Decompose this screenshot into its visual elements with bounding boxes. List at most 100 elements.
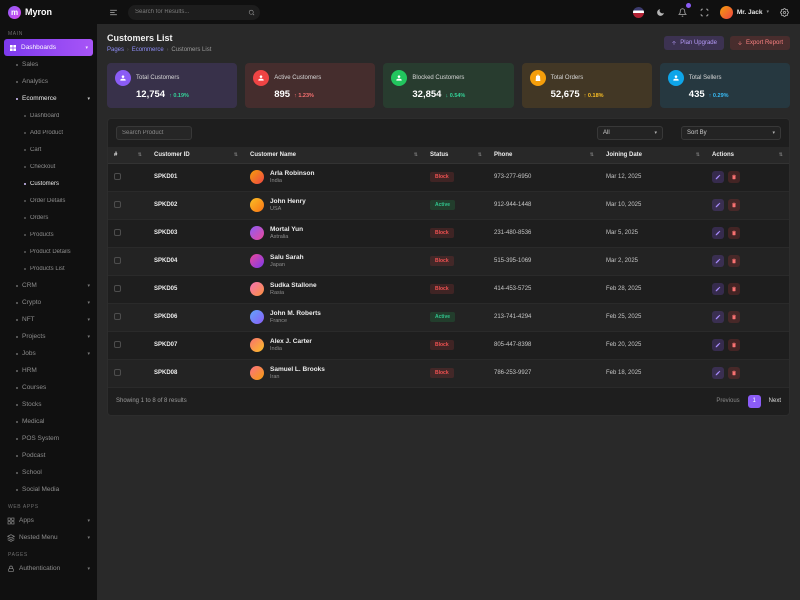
sidebar-item-authentication[interactable]: Authentication ▾ (0, 560, 97, 577)
row-checkbox[interactable] (114, 173, 121, 181)
col-customer-name[interactable]: Customer Name ⇅ (244, 147, 424, 164)
sidebar-item-nested-menu[interactable]: Nested Menu ▾ (0, 529, 97, 546)
sidebar-item-add-product[interactable]: Add Product (0, 124, 97, 141)
edit-button[interactable] (712, 283, 724, 295)
row-checkbox[interactable] (114, 229, 121, 237)
delete-button[interactable] (728, 283, 740, 295)
row-checkbox[interactable] (114, 341, 121, 349)
export-report-button[interactable]: Export Report (729, 36, 790, 50)
customer-name: Sudka Stallone (270, 282, 317, 289)
sidebar-item-nft[interactable]: NFT ▾ (0, 311, 97, 328)
sidebar-item-pos-system[interactable]: POS System (0, 430, 97, 447)
col-phone[interactable]: Phone ⇅ (488, 147, 600, 164)
logo[interactable]: m Myron (0, 0, 97, 24)
sort-by-dropdown[interactable]: Sort By ▾ (681, 126, 781, 140)
row-checkbox[interactable] (114, 257, 121, 265)
edit-button[interactable] (712, 199, 724, 211)
menu-toggle-button[interactable] (106, 5, 120, 19)
sidebar-item-courses[interactable]: Courses (0, 379, 97, 396)
phone: 786-253-9927 (488, 359, 600, 388)
sidebar-item-customers[interactable]: Customers (0, 175, 97, 192)
col-index[interactable]: # ⇅ (108, 147, 148, 164)
status-badge: Block (430, 368, 454, 378)
sidebar-item-crm[interactable]: CRM ▾ (0, 277, 97, 294)
sidebar-item-hrm[interactable]: HRM (0, 362, 97, 379)
plan-upgrade-button[interactable]: Plan Upgrade (664, 36, 724, 50)
delete-button[interactable] (728, 171, 740, 183)
sidebar-item-projects[interactable]: Projects ▾ (0, 328, 97, 345)
search-icon[interactable] (246, 7, 257, 18)
language-flag-button[interactable] (632, 5, 646, 19)
col-status[interactable]: Status ⇅ (424, 147, 488, 164)
breadcrumb-ecommerce[interactable]: Ecommerce (131, 47, 164, 53)
customer-id: SPKD07 (148, 331, 244, 360)
row-checkbox[interactable] (114, 369, 121, 377)
sidebar-item-sales[interactable]: Sales (0, 56, 97, 73)
sidebar-item-stocks[interactable]: Stocks (0, 396, 97, 413)
delete-button[interactable] (728, 339, 740, 351)
breadcrumb-pages[interactable]: Pages (107, 47, 125, 53)
trash-icon (732, 342, 736, 348)
delete-button[interactable] (728, 367, 740, 379)
sidebar-item-medical[interactable]: Medical (0, 413, 97, 430)
customer-id: SPKD08 (148, 359, 244, 388)
row-checkbox[interactable] (114, 313, 121, 321)
sidebar-item-ecommerce[interactable]: Ecommerce ▾ (0, 90, 97, 107)
sidebar-item-analytics[interactable]: Analytics (0, 73, 97, 90)
delete-button[interactable] (728, 227, 740, 239)
col-actions[interactable]: Actions ⇅ (706, 147, 789, 164)
sidebar-item-products-list[interactable]: Products List (0, 260, 97, 277)
table-row: SPKD02 John Henry USA Active 912-944-1448… (108, 191, 789, 220)
settings-button[interactable] (777, 5, 791, 19)
sidebar-item-checkout[interactable]: Checkout (0, 158, 97, 175)
edit-button[interactable] (712, 311, 724, 323)
next-page-button[interactable]: Next (768, 398, 781, 404)
edit-button[interactable] (712, 171, 724, 183)
sidebar-item-order-details[interactable]: Order Details (0, 192, 97, 209)
theme-toggle-button[interactable] (654, 5, 668, 19)
edit-button[interactable] (712, 227, 724, 239)
table-controls: All▾ Sort By▾ (108, 119, 789, 147)
sidebar-item-jobs[interactable]: Jobs ▾ (0, 345, 97, 362)
row-checkbox[interactable] (114, 201, 121, 209)
customer-name: Arla Robinson (270, 170, 315, 177)
filter-dropdown[interactable]: All ▾ (597, 126, 663, 140)
delete-button[interactable] (728, 255, 740, 267)
sort-icon: ⇅ (778, 151, 783, 158)
fullscreen-icon (701, 8, 709, 16)
page-number-button[interactable]: 1 (747, 394, 761, 408)
stat-delta: ↑ 1.23% (294, 93, 314, 99)
sidebar-item-product-details[interactable]: Product Details (0, 243, 97, 260)
sidebar-item-podcast[interactable]: Podcast (0, 447, 97, 464)
search-product-input[interactable] (116, 126, 192, 140)
sidebar-item-dashboard[interactable]: Dashboard (0, 107, 97, 124)
trash-icon (732, 174, 736, 180)
edit-button[interactable] (712, 367, 724, 379)
delete-button[interactable] (728, 311, 740, 323)
edit-button[interactable] (712, 255, 724, 267)
edit-button[interactable] (712, 339, 724, 351)
sidebar-item-dashboards[interactable]: Dashboards ▾ (4, 39, 93, 56)
user-icon (253, 70, 270, 86)
sort-icon: ⇅ (233, 151, 238, 158)
sidebar-item-products[interactable]: Products (0, 226, 97, 243)
col-customer-id[interactable]: Customer ID ⇅ (148, 147, 244, 164)
search-input[interactable] (135, 9, 242, 15)
notifications-button[interactable] (676, 3, 691, 19)
sidebar-item-crypto[interactable]: Crypto ▾ (0, 294, 97, 311)
sidebar-item-cart[interactable]: Cart (0, 141, 97, 158)
sidebar-item-social-media[interactable]: Social Media (0, 481, 97, 498)
fullscreen-button[interactable] (698, 5, 712, 19)
sidebar-item-school[interactable]: School (0, 464, 97, 481)
edit-icon (715, 370, 721, 376)
stat-card-blocked-customers: Blocked Customers 32,854 ↓ 0.54% (383, 63, 514, 108)
stat-card-active-customers: Active Customers 895 ↑ 1.23% (245, 63, 376, 108)
sidebar-item-orders[interactable]: Orders (0, 209, 97, 226)
delete-button[interactable] (728, 199, 740, 211)
trash-icon (732, 370, 736, 376)
sidebar-item-apps[interactable]: Apps ▾ (0, 512, 97, 529)
col-joining-date[interactable]: Joining Date ⇅ (600, 147, 706, 164)
previous-page-button[interactable]: Previous (716, 398, 740, 404)
row-checkbox[interactable] (114, 285, 121, 293)
user-menu[interactable]: Mr. Jack ▾ (719, 5, 769, 19)
